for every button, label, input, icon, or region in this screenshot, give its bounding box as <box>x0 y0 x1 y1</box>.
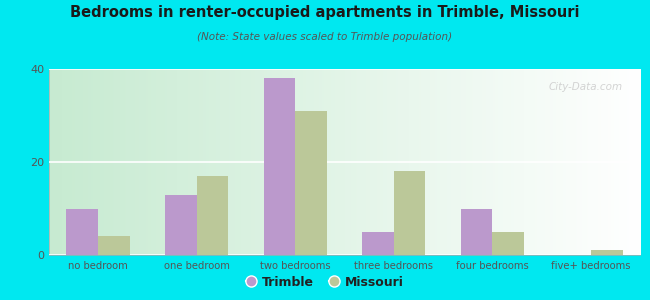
Bar <box>295 111 327 255</box>
Text: Bedrooms in renter-occupied apartments in Trimble, Missouri: Bedrooms in renter-occupied apartments i… <box>70 4 580 20</box>
Bar <box>264 78 295 255</box>
Legend: Trimble, Missouri: Trimble, Missouri <box>240 271 410 294</box>
Text: (Note: State values scaled to Trimble population): (Note: State values scaled to Trimble po… <box>198 32 452 41</box>
Bar <box>66 208 98 255</box>
Bar <box>362 232 394 255</box>
Text: City-Data.com: City-Data.com <box>549 82 623 92</box>
Bar <box>165 194 196 255</box>
Bar <box>591 250 623 255</box>
Bar <box>493 232 524 255</box>
Bar <box>196 176 228 255</box>
Bar <box>394 171 425 255</box>
Bar <box>461 208 492 255</box>
Bar <box>98 236 129 255</box>
